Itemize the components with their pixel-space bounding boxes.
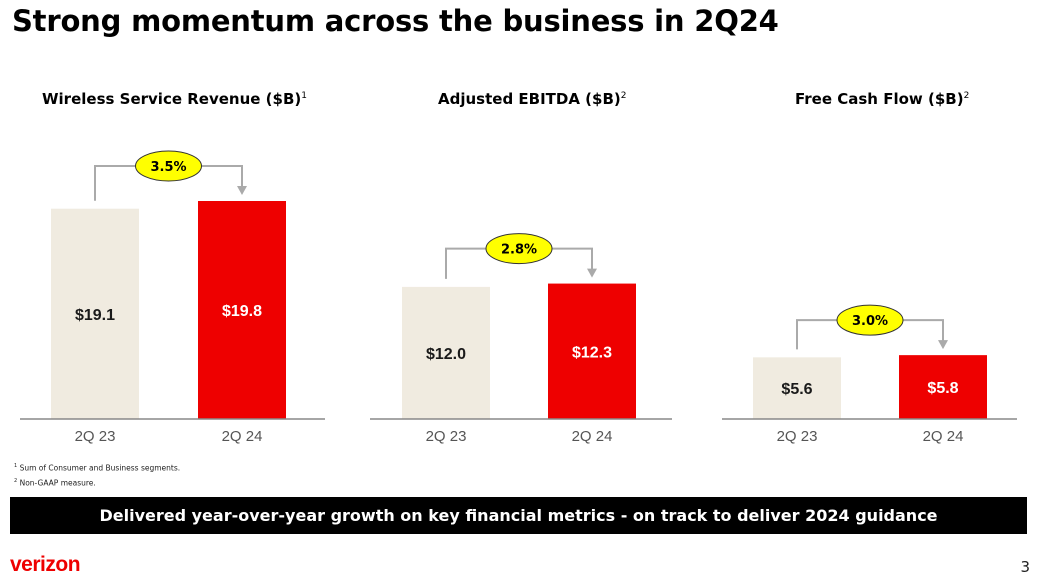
growth-arrowhead-free-cash-flow xyxy=(938,340,948,350)
category-label-wireless-revenue-1: 2Q 24 xyxy=(222,428,263,445)
page-number: 3 xyxy=(1020,558,1030,576)
footnote-1: 1 Sum of Consumer and Business segments. xyxy=(14,463,181,473)
bar-adjusted-ebitda-0 xyxy=(402,286,490,419)
growth-label-wireless-revenue: 3.5% xyxy=(150,160,186,175)
bar-wireless-revenue-0 xyxy=(51,208,139,419)
growth-badge-wireless-revenue xyxy=(135,150,202,182)
footnotes: 1 Sum of Consumer and Business segments.… xyxy=(14,460,180,489)
bar-wireless-revenue-1 xyxy=(198,201,286,419)
bar-adjusted-ebitda-1 xyxy=(548,283,636,419)
data-label-wireless-revenue-0: $19.1 xyxy=(75,307,115,324)
verizon-logo: verizon xyxy=(10,553,81,576)
growth-arrowhead-wireless-revenue xyxy=(237,186,247,195)
data-label-wireless-revenue-1: $19.8 xyxy=(222,303,262,320)
category-label-wireless-revenue-0: 2Q 23 xyxy=(75,428,116,445)
category-label-free-cash-flow-1: 2Q 24 xyxy=(923,428,964,445)
footnote-2: 2 Non-GAAP measure. xyxy=(14,477,96,488)
data-label-adjusted-ebitda-1: $12.3 xyxy=(572,344,612,361)
chart-title-wireless-revenue: Wireless Service Revenue ($B)1 xyxy=(42,90,307,108)
chart-title-free-cash-flow: Free Cash Flow ($B)2 xyxy=(795,90,970,108)
page-title: Strong momentum across the business in 2… xyxy=(12,4,779,38)
growth-badge-free-cash-flow xyxy=(836,304,904,336)
growth-label-adjusted-ebitda: 2.8% xyxy=(501,243,537,258)
growth-badge-adjusted-ebitda xyxy=(485,233,553,265)
category-label-adjusted-ebitda-0: 2Q 23 xyxy=(426,428,467,445)
charts-area: $19.1 2Q 23 $19.8 2Q 24 3.5% $12.0 2Q 23 $12.3 2… xyxy=(20,150,1017,445)
bar-free-cash-flow-1 xyxy=(899,355,987,419)
chart-title-adjusted-ebitda: Adjusted EBITDA ($B)2 xyxy=(438,90,627,108)
data-label-free-cash-flow-1: $5.8 xyxy=(927,380,958,397)
category-label-adjusted-ebitda-1: 2Q 24 xyxy=(572,428,613,445)
category-label-free-cash-flow-0: 2Q 23 xyxy=(777,428,818,445)
bar-free-cash-flow-0 xyxy=(753,357,841,419)
data-label-free-cash-flow-0: $5.6 xyxy=(781,381,812,398)
growth-arrowhead-adjusted-ebitda xyxy=(587,268,597,278)
summary-banner: Delivered year-over-year growth on key f… xyxy=(10,497,1027,534)
growth-label-free-cash-flow: 3.0% xyxy=(852,314,888,329)
data-label-adjusted-ebitda-0: $12.0 xyxy=(426,346,466,363)
